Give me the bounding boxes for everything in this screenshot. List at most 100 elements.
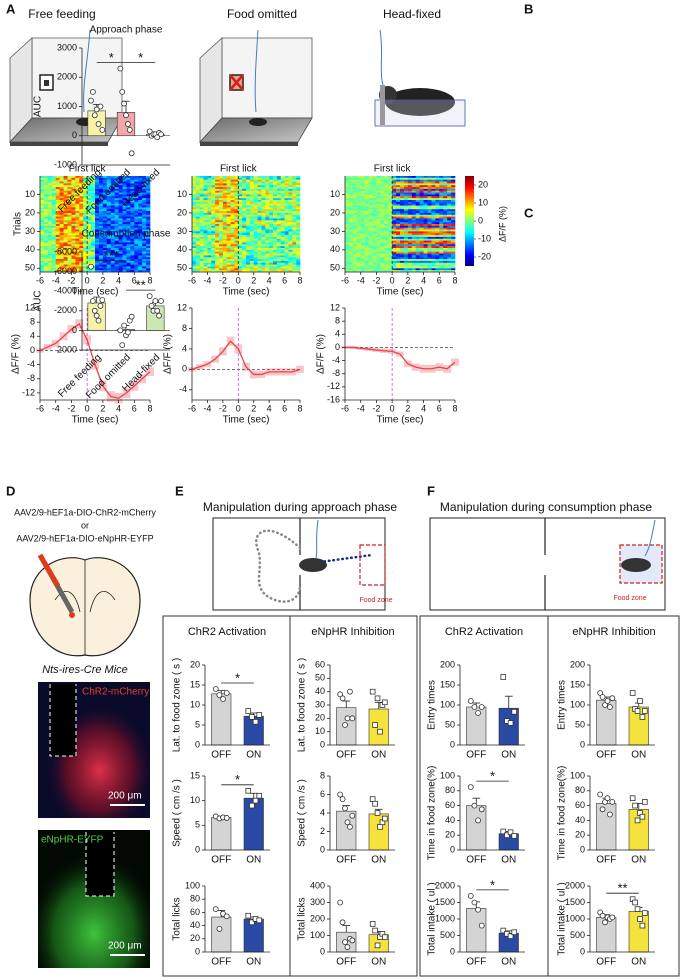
heatmap-cell bbox=[142, 268, 147, 271]
heatmap-cell bbox=[98, 259, 104, 262]
heatmap-cell bbox=[400, 262, 405, 265]
heatmap-cell bbox=[348, 240, 354, 243]
heatmap-cell bbox=[276, 200, 282, 203]
heatmap-cell bbox=[110, 236, 115, 240]
heatmap-cell bbox=[276, 181, 282, 184]
heatmap-cell bbox=[292, 200, 297, 203]
heatmap-cell bbox=[388, 233, 393, 236]
heatmap-cell bbox=[427, 205, 432, 208]
heatmap-cell bbox=[83, 266, 88, 269]
heatmap-cell bbox=[238, 176, 243, 179]
heatmap-cell bbox=[392, 187, 397, 190]
heatmap-cell bbox=[384, 207, 389, 210]
heatmap-cell bbox=[296, 249, 301, 252]
heatmap-cell bbox=[419, 194, 424, 197]
heatmap-cell bbox=[292, 187, 297, 190]
heatmap-cell bbox=[276, 257, 282, 260]
heatmap-cell bbox=[276, 242, 282, 245]
heatmap-cell bbox=[102, 181, 108, 184]
heatmap-cell bbox=[40, 257, 45, 260]
heatmap-cell bbox=[280, 218, 285, 221]
heatmap-cell bbox=[249, 218, 255, 221]
heatmap-cell bbox=[246, 177, 251, 180]
heatmap-cell bbox=[261, 194, 266, 197]
heatmap-cell bbox=[407, 176, 413, 179]
heatmap-cell bbox=[273, 229, 278, 232]
heatmap-cell bbox=[207, 224, 212, 227]
heatmap-cell bbox=[134, 260, 139, 264]
heatmap-cell bbox=[423, 251, 428, 254]
heatmap-cell bbox=[102, 248, 108, 251]
heatmap-cell bbox=[269, 179, 274, 182]
heatmap-cell bbox=[219, 259, 224, 262]
heatmap-cell bbox=[234, 181, 239, 184]
heatmap-cell bbox=[356, 211, 362, 214]
heatmap-cell bbox=[83, 251, 88, 254]
heatmap-cell bbox=[130, 211, 135, 214]
heatmap-cell bbox=[106, 181, 112, 184]
heatmap-cell bbox=[195, 181, 201, 184]
heatmap-cell bbox=[55, 185, 60, 188]
heatmap-cell bbox=[261, 244, 266, 247]
heatmap-cell bbox=[265, 214, 270, 217]
heatmap-cell bbox=[126, 227, 131, 230]
heatmap-cell bbox=[261, 207, 266, 210]
heatmap-cell bbox=[95, 203, 100, 206]
heatmap-cell bbox=[380, 240, 385, 243]
heatmap-cell bbox=[443, 225, 448, 228]
heatmap-cell bbox=[238, 218, 243, 221]
heatmap-cell bbox=[423, 242, 428, 245]
heatmap-cell bbox=[396, 179, 401, 182]
heatmap-cell bbox=[368, 236, 373, 240]
heatmap-cell bbox=[59, 179, 64, 182]
heatmap-cell bbox=[249, 242, 255, 245]
heatmap-cell bbox=[269, 248, 274, 251]
heatmap-image bbox=[345, 176, 456, 273]
heatmap-cell bbox=[146, 187, 151, 190]
heatmap-cell bbox=[59, 235, 64, 238]
heatmap-cell bbox=[246, 259, 251, 262]
heatmap-cell bbox=[43, 212, 49, 216]
heatmap-cell bbox=[296, 203, 301, 206]
heatmap-cell bbox=[91, 216, 96, 219]
heatmap-cell bbox=[130, 187, 135, 190]
heatmap-cell bbox=[211, 196, 216, 199]
heatmap-cell bbox=[356, 240, 362, 243]
heatmap-cell bbox=[360, 200, 365, 203]
heatmap-cell bbox=[407, 246, 413, 249]
heatmap-cell bbox=[392, 259, 397, 262]
heatmap-cell bbox=[423, 196, 428, 199]
heatmap-cell bbox=[51, 264, 57, 267]
heatmap-cell bbox=[360, 185, 365, 188]
heatmap-cell bbox=[79, 249, 84, 252]
heatmap-cell bbox=[91, 218, 96, 221]
heatmap-cell bbox=[451, 264, 456, 267]
heatmap-cell bbox=[203, 231, 208, 234]
heatmap-cell bbox=[40, 255, 45, 258]
heatmap-cell bbox=[284, 203, 289, 206]
heatmap-cell bbox=[98, 216, 104, 219]
heatmap-cell bbox=[222, 244, 228, 247]
heatmap-cell bbox=[230, 205, 235, 208]
heatmap-cell bbox=[138, 264, 143, 267]
heatmap-cell bbox=[292, 183, 297, 186]
heatmap-cell bbox=[230, 231, 235, 234]
heatmap-cell bbox=[356, 212, 362, 216]
colorbar-tick-label: -10 bbox=[478, 233, 491, 243]
heatmap-cell bbox=[376, 185, 381, 188]
heatmap-cell bbox=[142, 188, 147, 192]
heatmap-cell bbox=[257, 220, 262, 223]
heatmap-cell bbox=[215, 188, 220, 192]
heatmap-cell bbox=[110, 185, 115, 188]
heatmap-cell bbox=[95, 177, 100, 180]
heatmap-cell bbox=[372, 220, 377, 223]
heatmap-cell bbox=[238, 235, 243, 238]
heatmap-cell bbox=[207, 222, 212, 225]
heatmap-cell bbox=[83, 259, 88, 262]
heatmap-cell bbox=[192, 240, 197, 243]
heatmap-cell bbox=[195, 194, 201, 197]
heatmap-cell bbox=[411, 242, 417, 245]
heatmap-cell bbox=[368, 218, 373, 221]
heatmap-cell bbox=[71, 264, 76, 267]
heatmap-cell bbox=[211, 225, 216, 228]
